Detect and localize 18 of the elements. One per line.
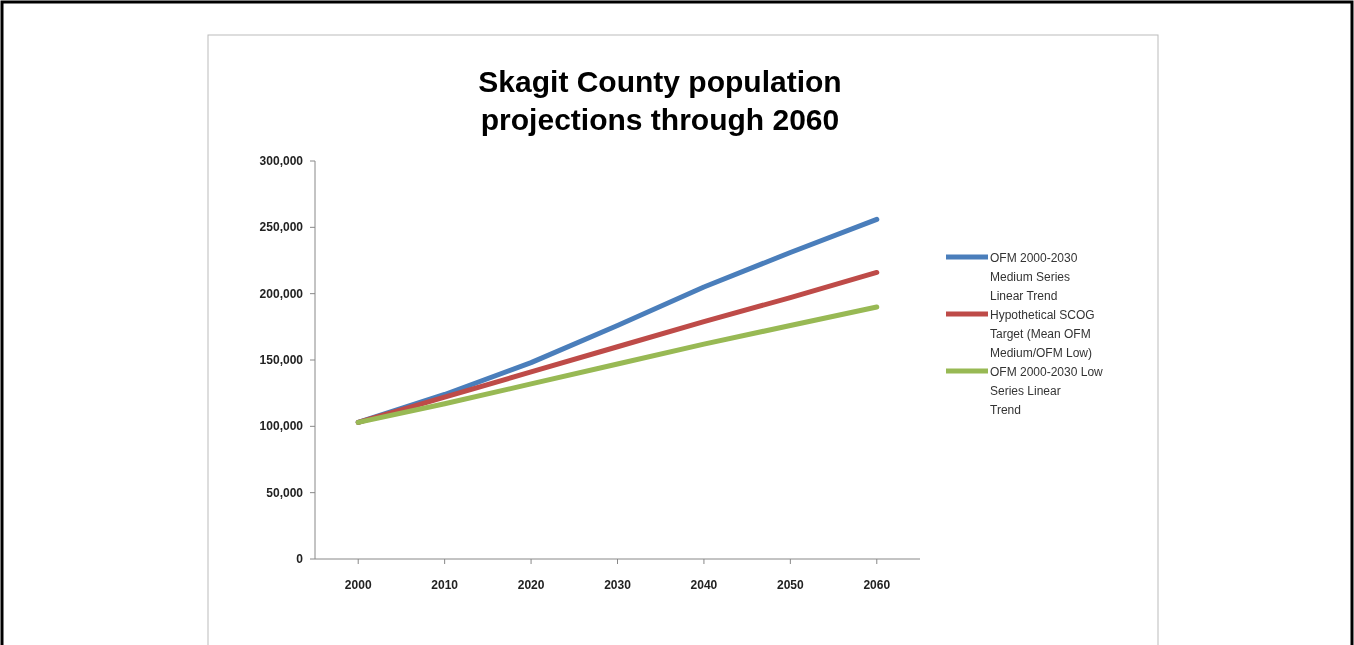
y-tick-label: 150,000 [259, 353, 304, 367]
x-tick-label: 2010 [431, 578, 459, 592]
x-tick-label: 2020 [517, 578, 545, 592]
legend-label: Hypothetical SCOG Target (Mean OFM Medium/OFM Low) [990, 308, 1095, 360]
legend-label: OFM 2000-2030 Low Series Linear Trend [990, 365, 1104, 417]
y-tick-label: 100,000 [259, 419, 304, 434]
y-tick-label: 300,000 [259, 154, 304, 168]
legend-label: OFM 2000-2030 Medium Series Linear Trend [990, 251, 1078, 303]
x-tick-label: 2000 [344, 578, 372, 592]
x-tick-label: 2040 [690, 578, 718, 592]
x-tick-label: 2050 [777, 578, 805, 592]
y-tick-label: 0 [296, 552, 304, 566]
x-tick-label: 2030 [604, 578, 632, 592]
y-tick-label: 250,000 [259, 220, 304, 235]
chart-title: Skagit County population projections through 2060 [478, 65, 842, 136]
x-tick-label: 2060 [863, 578, 891, 592]
y-tick-label: 200,000 [259, 286, 304, 301]
y-tick-label: 50,000 [266, 485, 304, 500]
